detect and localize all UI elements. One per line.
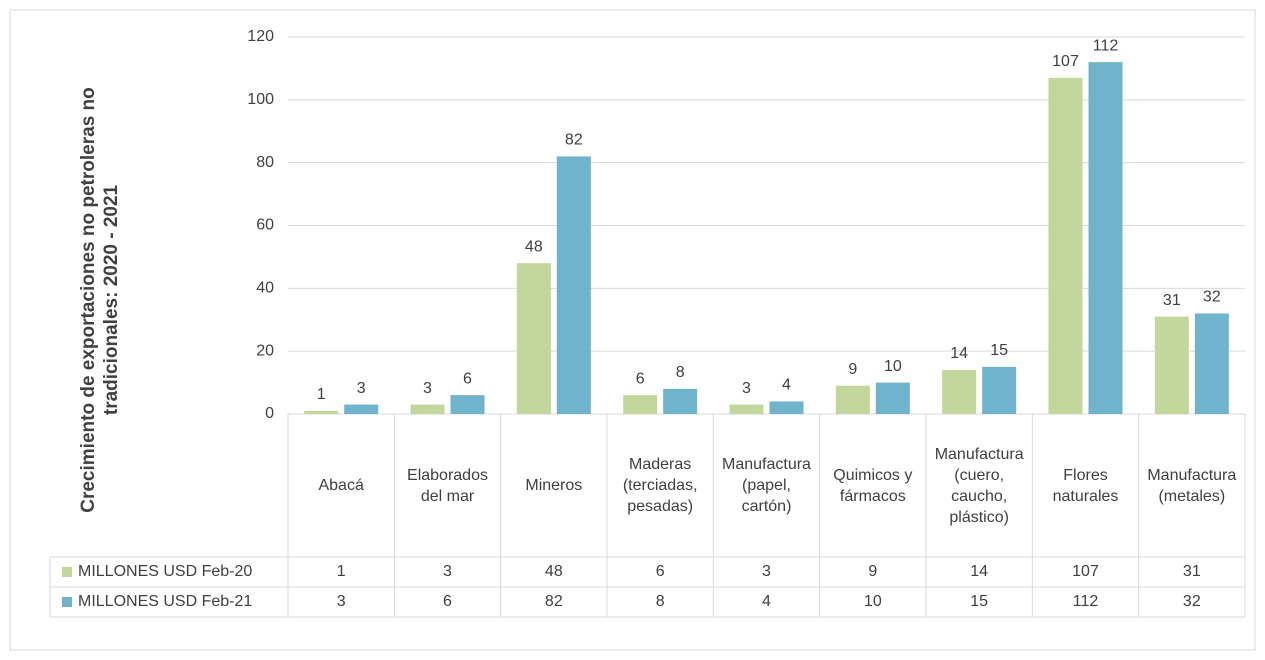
table-value: 112 bbox=[1073, 593, 1099, 610]
bar bbox=[875, 382, 910, 414]
data-label: 9 bbox=[848, 361, 857, 378]
category-label: Quimicos y fármacos bbox=[833, 466, 913, 505]
category-label: Mineros bbox=[525, 477, 583, 494]
data-label: 3 bbox=[742, 380, 751, 397]
bar bbox=[769, 401, 804, 414]
y-tick-label: 100 bbox=[247, 91, 274, 108]
category-label: Manufactura (metales) bbox=[1147, 466, 1237, 505]
category-label: Elaborados del mar bbox=[407, 466, 488, 505]
data-label: 1 bbox=[317, 386, 326, 403]
y-tick-label: 40 bbox=[256, 280, 274, 297]
bar bbox=[623, 395, 658, 414]
table-value: 3 bbox=[337, 593, 346, 610]
bar bbox=[663, 388, 698, 414]
data-label: 107 bbox=[1052, 53, 1079, 70]
bar bbox=[556, 156, 591, 414]
bar bbox=[835, 385, 870, 414]
bar bbox=[1088, 62, 1123, 415]
data-label: 6 bbox=[463, 370, 472, 387]
data-label: 14 bbox=[950, 345, 968, 362]
table-value: 10 bbox=[864, 593, 882, 610]
table-value: 14 bbox=[970, 563, 988, 580]
legend-label: MILLONES USD Feb-20 bbox=[78, 563, 252, 580]
bar bbox=[1154, 316, 1189, 414]
bar bbox=[410, 404, 445, 414]
table-value: 15 bbox=[970, 593, 988, 610]
bar bbox=[982, 366, 1017, 414]
category-label: Abacá bbox=[318, 477, 364, 494]
bar bbox=[516, 263, 551, 414]
table-value: 6 bbox=[656, 563, 665, 580]
y-tick-label: 80 bbox=[256, 154, 274, 171]
category-label: Manufactura (papel, cartón) bbox=[722, 456, 811, 515]
y-tick-label: 120 bbox=[247, 28, 274, 45]
bar bbox=[450, 395, 485, 414]
data-label: 3 bbox=[357, 380, 366, 397]
category-label: Flores naturales bbox=[1052, 466, 1119, 505]
bar bbox=[942, 370, 977, 414]
data-label: 6 bbox=[636, 370, 645, 387]
legend-swatch bbox=[62, 597, 72, 607]
table-value: 8 bbox=[656, 593, 665, 610]
table-value: 3 bbox=[762, 563, 771, 580]
table-value: 48 bbox=[545, 563, 563, 580]
table-value: 3 bbox=[443, 563, 452, 580]
y-tick-label: 60 bbox=[256, 217, 274, 234]
legend-label: MILLONES USD Feb-21 bbox=[78, 593, 252, 610]
table-value: 107 bbox=[1072, 563, 1099, 580]
data-label: 32 bbox=[1203, 289, 1221, 306]
y-tick-label: 20 bbox=[256, 342, 274, 359]
category-label: Maderas (terciadas, pesadas) bbox=[622, 456, 698, 515]
legend-swatch bbox=[62, 567, 72, 577]
bar bbox=[1194, 313, 1229, 414]
bar bbox=[304, 410, 339, 414]
data-label: 112 bbox=[1093, 37, 1119, 54]
bar bbox=[729, 404, 764, 414]
table-value: 6 bbox=[443, 593, 452, 610]
y-tick-label: 0 bbox=[265, 405, 274, 422]
bar bbox=[1048, 77, 1083, 414]
data-label: 82 bbox=[565, 132, 583, 149]
data-label: 31 bbox=[1163, 292, 1181, 309]
data-label: 10 bbox=[884, 358, 902, 375]
data-label: 8 bbox=[676, 364, 685, 381]
category-label: Manufactura (cuero, caucho, plástico) bbox=[934, 445, 1024, 526]
chart-border bbox=[9, 9, 1256, 651]
table-value: 1 bbox=[337, 563, 346, 580]
table-value: 32 bbox=[1183, 593, 1201, 610]
table-value: 4 bbox=[762, 593, 771, 610]
data-label: 48 bbox=[525, 238, 543, 255]
data-label: 4 bbox=[782, 377, 791, 394]
bar bbox=[344, 404, 379, 414]
data-label: 3 bbox=[423, 380, 432, 397]
table-value: 82 bbox=[545, 593, 563, 610]
table-value: 9 bbox=[868, 563, 877, 580]
y-axis-title: Crecimiento de exportaciones no petroler… bbox=[78, 87, 122, 513]
data-label: 15 bbox=[990, 342, 1008, 359]
table-value: 31 bbox=[1183, 563, 1201, 580]
